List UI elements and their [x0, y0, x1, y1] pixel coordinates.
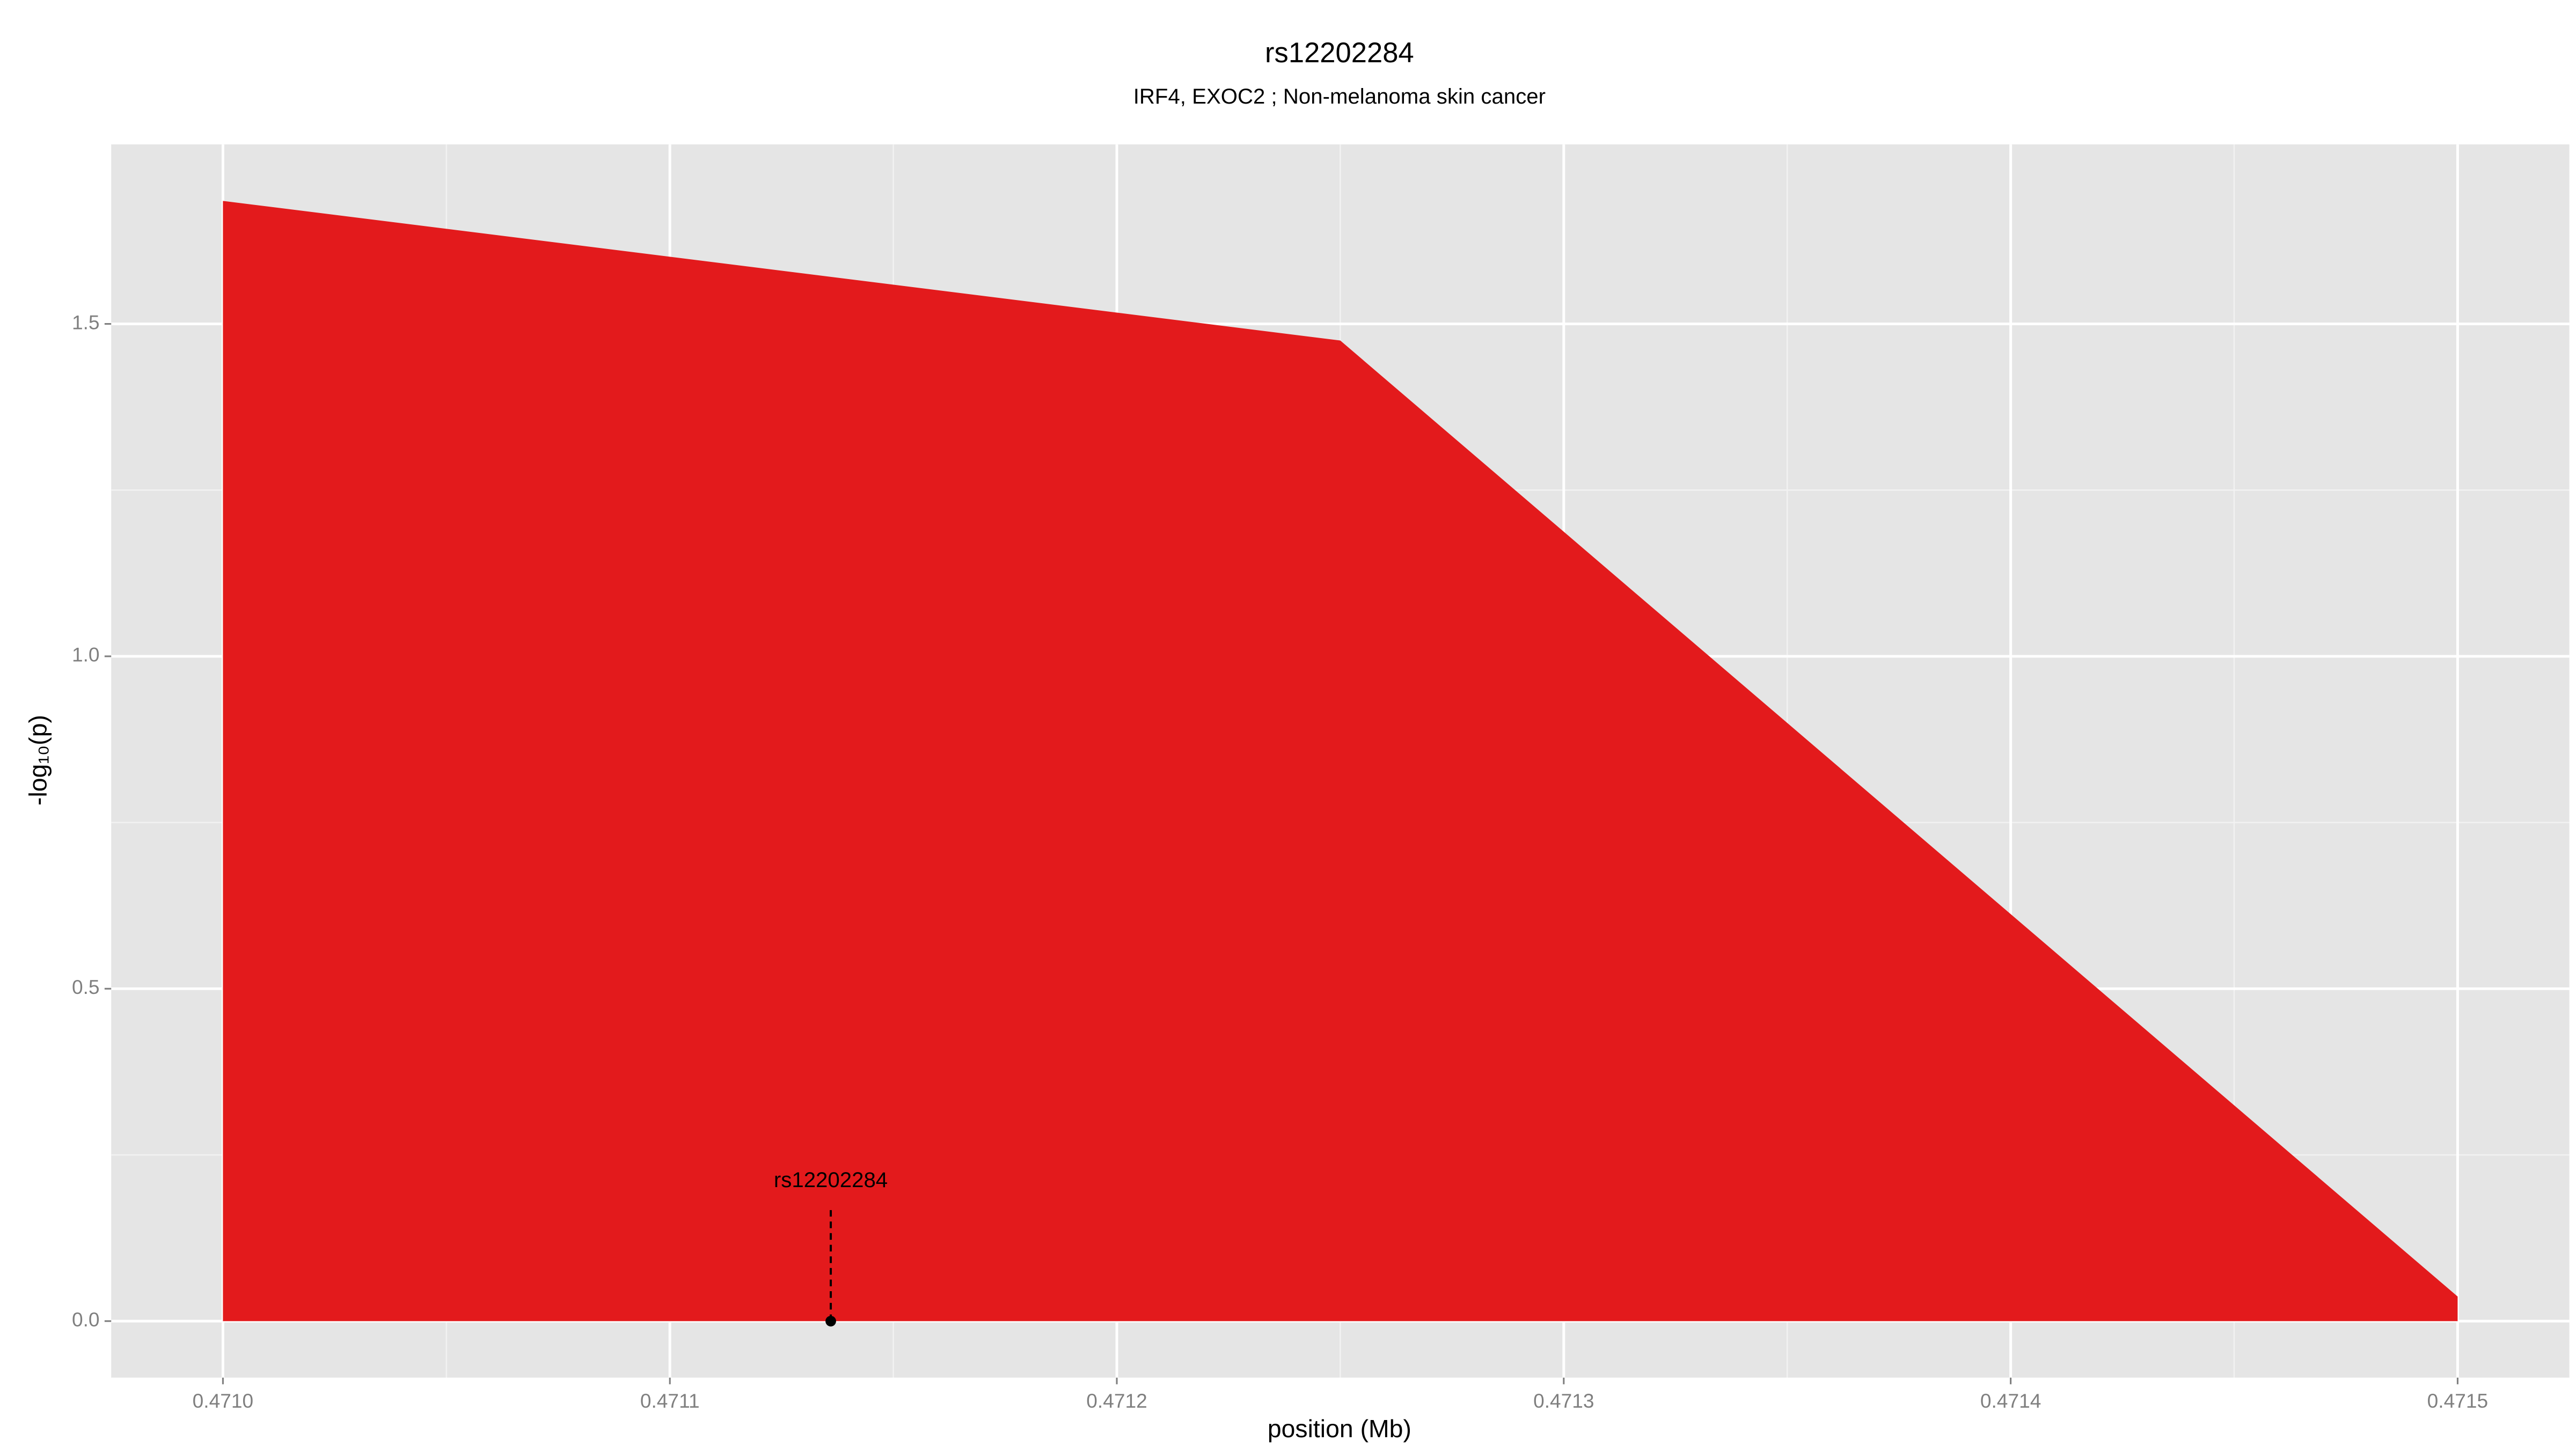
x-tick-label: 0.4715	[2427, 1389, 2489, 1412]
chart-subtitle: IRF4, EXOC2 ; Non-melanoma skin cancer	[1133, 84, 1546, 108]
area	[223, 201, 2458, 1321]
annotation-label: rs12202284	[774, 1168, 888, 1192]
x-axis-label: position (Mb)	[1268, 1415, 1411, 1443]
x-tick-label: 0.4714	[1980, 1389, 2041, 1412]
x-tick-label: 0.4712	[1086, 1389, 1147, 1412]
x-tick-label: 0.4711	[640, 1389, 700, 1412]
y-tick-label: 0.5	[72, 976, 100, 998]
y-axis-label: -log₁₀(p)	[24, 715, 52, 806]
x-tick-label: 0.4710	[193, 1389, 254, 1412]
annotation-point	[825, 1315, 836, 1327]
y-tick-label: 1.5	[72, 311, 100, 333]
y-tick-label: 1.0	[72, 643, 100, 666]
y-tick-label: 0.0	[72, 1308, 100, 1331]
chart-title: rs12202284	[1265, 37, 1414, 69]
x-tick-label: 0.4713	[1533, 1389, 1594, 1412]
